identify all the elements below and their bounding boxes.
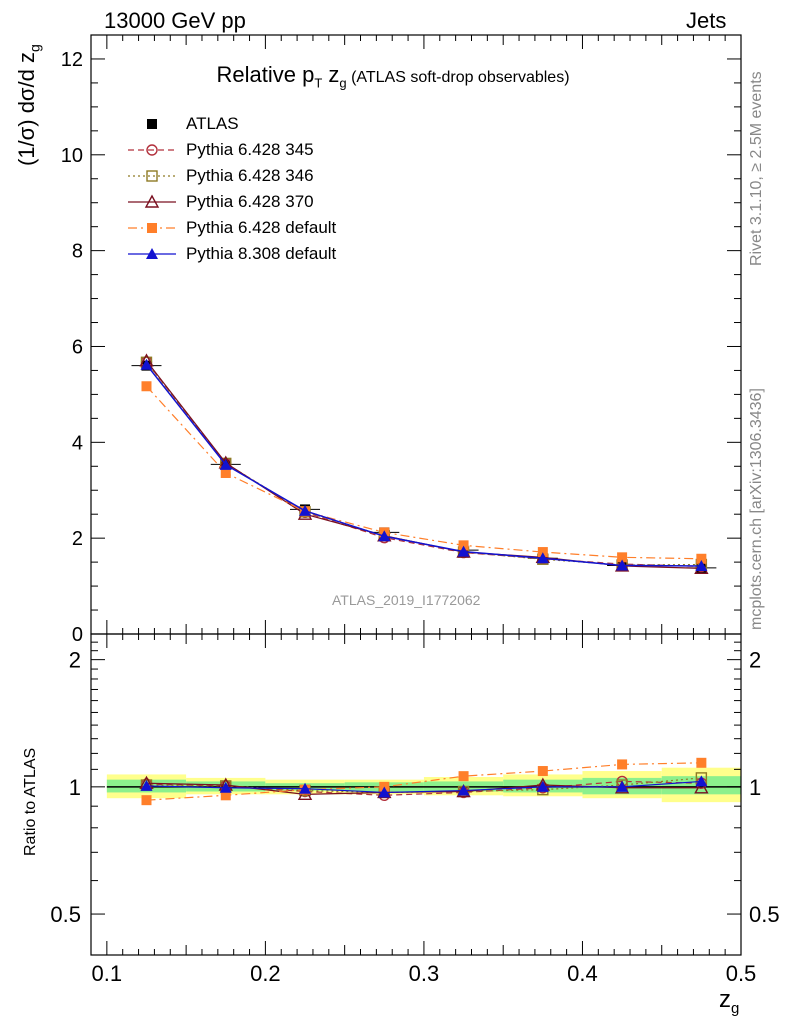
title-rest: (ATLAS soft-drop observables) bbox=[346, 69, 570, 86]
ratio-point-p370 bbox=[694, 780, 709, 794]
x-tick-label: 0.5 bbox=[726, 961, 757, 986]
x-tick-label: 0.2 bbox=[250, 961, 281, 986]
ratio-y-tick-label-right: 1 bbox=[749, 775, 761, 800]
legend-atlas: ATLAS bbox=[186, 114, 239, 133]
point-p6def bbox=[220, 467, 231, 478]
ratio-line-p6def bbox=[146, 762, 702, 801]
title-main: Relative p bbox=[216, 62, 315, 87]
ratio-point-p8def bbox=[695, 775, 708, 787]
analysis-watermark: ATLAS_2019_I1772062 bbox=[332, 592, 481, 608]
ratio-point-p8def bbox=[457, 784, 470, 796]
legend-marker-p346 bbox=[146, 170, 158, 182]
header-energy: 13000 GeV pp bbox=[104, 8, 246, 33]
ratio-y-tick-label-right: 0.5 bbox=[749, 902, 780, 927]
main-y-tick-label: 6 bbox=[72, 336, 83, 358]
point-p8def bbox=[219, 458, 232, 470]
main-y-axis-label-sub: g bbox=[26, 44, 43, 53]
legend-p6def: Pythia 6.428 default bbox=[186, 218, 337, 237]
main-y-tick-label: 10 bbox=[61, 145, 83, 167]
ratio-point-p8def bbox=[378, 786, 391, 798]
point-p6def bbox=[458, 540, 469, 551]
ratio-panel: 0.5 0.5 1 1 2 2 0.1 0.2 0.3 0.4 0.5 bbox=[50, 633, 780, 986]
title-z: z bbox=[322, 62, 340, 87]
ratio-point-p8def bbox=[140, 779, 153, 791]
ratio-point-p8def bbox=[536, 780, 549, 792]
legend-marker-p370 bbox=[144, 194, 160, 208]
point-p6def bbox=[537, 547, 548, 558]
x-axis-label-text: z bbox=[719, 986, 731, 1013]
legend-p8def: Pythia 8.308 default bbox=[186, 244, 337, 263]
legend-marker-p6def bbox=[147, 223, 157, 233]
main-y-axis-label: (1/σ) dσ/d zg bbox=[14, 44, 42, 166]
x-tick-label: 0.1 bbox=[92, 961, 123, 986]
main-y-tick-label: 0 bbox=[72, 624, 83, 646]
point-p6def bbox=[696, 553, 707, 564]
legend-p370: Pythia 6.428 370 bbox=[186, 192, 314, 211]
x-axis-label: zg bbox=[719, 986, 739, 1017]
point-p6def bbox=[617, 552, 628, 563]
ratio-point-p8def bbox=[299, 782, 312, 794]
ratio-point-p6def bbox=[617, 759, 628, 770]
ratio-y-tick-label-right: 2 bbox=[749, 648, 761, 673]
main-panel: 0 2 4 6 8 10 12 bbox=[61, 34, 742, 646]
x-axis-label-sub: g bbox=[731, 999, 740, 1017]
point-p8def bbox=[616, 559, 629, 571]
legend-marker-p8def bbox=[146, 248, 158, 259]
point-p8def bbox=[695, 559, 708, 571]
x-tick-label: 0.4 bbox=[567, 961, 598, 986]
legend-p346: Pythia 6.428 346 bbox=[186, 166, 314, 185]
main-y-axis-label-text: (1/σ) dσ/d z bbox=[14, 52, 39, 166]
series-line-p8def bbox=[145, 364, 702, 567]
ratio-line-p8def bbox=[146, 780, 702, 794]
ratio-y-tick-label: 2 bbox=[69, 648, 81, 673]
ratio-point-p6def bbox=[458, 771, 469, 782]
title-sub-g: g bbox=[339, 75, 347, 91]
main-y-tick-label: 4 bbox=[72, 432, 83, 454]
ratio-point-p8def bbox=[616, 780, 629, 792]
legend-marker-ATLAS bbox=[147, 119, 157, 129]
point-p8def bbox=[536, 552, 549, 564]
legend-p345: Pythia 6.428 345 bbox=[186, 140, 314, 159]
x-tick-label: 0.3 bbox=[409, 961, 440, 986]
title-sub-t: T bbox=[314, 75, 323, 91]
ratio-point-p6def bbox=[537, 766, 548, 777]
main-y-tick-label: 8 bbox=[72, 241, 83, 263]
ratio-frame bbox=[90, 633, 742, 956]
ratio-y-axis-label: Ratio to ATLAS bbox=[22, 747, 39, 856]
point-p8def bbox=[299, 504, 312, 516]
series-line-p6def bbox=[146, 385, 702, 560]
point-p6def bbox=[141, 381, 152, 392]
point-p8def bbox=[140, 358, 153, 370]
ratio-point-p6def bbox=[220, 790, 231, 801]
mcplots-label: mcplots.cern.ch [arXiv:1306.3436] bbox=[748, 388, 765, 630]
plot-title: Relative pT zg (ATLAS soft-drop observab… bbox=[0, 62, 786, 90]
point-p8def bbox=[378, 530, 391, 542]
main-y-tick-label: 2 bbox=[72, 528, 83, 550]
ratio-point-p6def bbox=[696, 757, 707, 768]
rivet-label: Rivet 3.1.10, ≥ 2.5M events bbox=[748, 71, 765, 266]
point-p8def bbox=[457, 545, 470, 557]
ratio-y-tick-label: 0.5 bbox=[50, 902, 81, 927]
main-y-tick-label: 12 bbox=[61, 49, 83, 71]
ratio-point-p6def bbox=[141, 795, 152, 806]
ratio-y-tick-label: 1 bbox=[69, 775, 81, 800]
legend-marker-p345 bbox=[146, 144, 158, 156]
header-jets: Jets bbox=[686, 8, 727, 33]
ratio-point-p8def bbox=[219, 781, 232, 793]
